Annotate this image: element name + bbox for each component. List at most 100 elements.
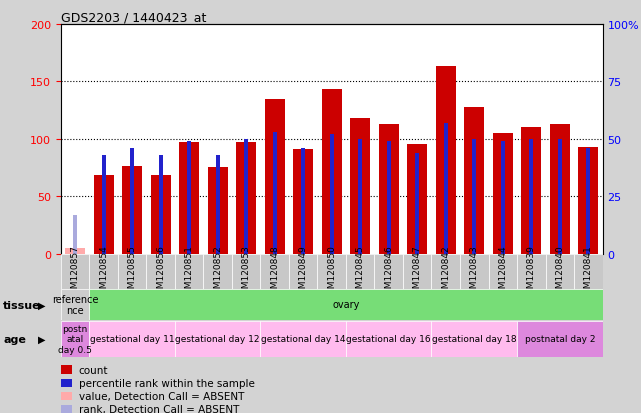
Text: GDS2203 / 1440423_at: GDS2203 / 1440423_at <box>61 11 206 24</box>
Bar <box>578 147 598 254</box>
Bar <box>215 155 220 254</box>
Text: ▶: ▶ <box>38 300 46 310</box>
Text: GSM120857: GSM120857 <box>71 244 79 299</box>
Text: GSM120849: GSM120849 <box>299 244 308 299</box>
Bar <box>301 149 305 254</box>
Bar <box>517 254 545 289</box>
Bar <box>89 254 118 289</box>
Bar <box>431 254 460 289</box>
Text: value, Detection Call = ABSENT: value, Detection Call = ABSENT <box>79 391 244 401</box>
Text: percentile rank within the sample: percentile rank within the sample <box>79 378 254 388</box>
Bar <box>158 155 163 254</box>
Bar <box>61 321 89 357</box>
Text: GSM120843: GSM120843 <box>470 244 479 299</box>
Bar <box>346 321 431 357</box>
Text: GSM120848: GSM120848 <box>271 244 279 299</box>
Text: GSM120851: GSM120851 <box>185 244 194 299</box>
Bar <box>317 254 346 289</box>
Bar <box>175 321 260 357</box>
Bar <box>517 321 603 357</box>
Bar <box>61 254 89 289</box>
Bar <box>403 254 431 289</box>
Bar <box>407 145 427 254</box>
Text: gestational day 11: gestational day 11 <box>90 335 174 344</box>
Text: gestational day 12: gestational day 12 <box>176 335 260 344</box>
Bar <box>329 135 334 254</box>
Text: postnatal day 2: postnatal day 2 <box>524 335 595 344</box>
Bar <box>501 142 505 254</box>
Text: GSM120855: GSM120855 <box>128 244 137 299</box>
Text: GSM120841: GSM120841 <box>584 244 593 299</box>
Bar <box>244 140 248 254</box>
Bar <box>151 176 171 254</box>
Bar <box>545 254 574 289</box>
Bar <box>374 254 403 289</box>
Bar <box>179 143 199 254</box>
Bar <box>118 254 146 289</box>
Text: GSM120850: GSM120850 <box>327 244 337 299</box>
Text: GSM120846: GSM120846 <box>384 244 393 299</box>
Text: GSM120853: GSM120853 <box>242 244 251 299</box>
Bar <box>122 167 142 254</box>
Bar <box>521 128 541 254</box>
Bar <box>550 124 570 254</box>
Bar <box>431 321 517 357</box>
Bar <box>379 124 399 254</box>
Text: GSM120844: GSM120844 <box>498 244 507 299</box>
Text: postn
atal
day 0.5: postn atal day 0.5 <box>58 324 92 354</box>
Text: GSM120842: GSM120842 <box>441 244 450 299</box>
Text: GSM120840: GSM120840 <box>555 244 564 299</box>
Text: GSM120845: GSM120845 <box>356 244 365 299</box>
Bar <box>293 150 313 254</box>
Bar <box>493 134 513 254</box>
Text: count: count <box>79 365 108 375</box>
Bar <box>232 254 260 289</box>
Bar <box>89 321 175 357</box>
Bar <box>415 153 419 254</box>
Text: ▶: ▶ <box>38 334 46 344</box>
Bar <box>187 142 191 254</box>
Bar <box>65 248 85 254</box>
Bar <box>94 176 113 254</box>
Text: GSM120856: GSM120856 <box>156 244 165 299</box>
Bar <box>586 149 590 254</box>
Bar <box>237 143 256 254</box>
Bar <box>175 254 203 289</box>
Text: ovary: ovary <box>332 299 360 310</box>
Bar <box>460 254 488 289</box>
Bar <box>346 254 374 289</box>
Text: gestational day 14: gestational day 14 <box>261 335 345 344</box>
Bar <box>146 254 175 289</box>
Bar <box>208 168 228 254</box>
Bar <box>322 90 342 254</box>
Bar <box>472 140 476 254</box>
Text: reference
nce: reference nce <box>52 294 99 316</box>
Bar <box>387 142 391 254</box>
Bar <box>101 155 106 254</box>
Text: GSM120854: GSM120854 <box>99 244 108 299</box>
Bar <box>436 67 456 254</box>
Bar <box>73 215 78 254</box>
Bar <box>529 140 533 254</box>
Text: age: age <box>3 334 26 344</box>
Bar <box>260 321 346 357</box>
Bar <box>464 107 484 254</box>
Text: gestational day 16: gestational day 16 <box>346 335 431 344</box>
Bar <box>130 149 135 254</box>
Text: GSM120852: GSM120852 <box>213 244 222 299</box>
Text: GSM120847: GSM120847 <box>413 244 422 299</box>
Bar <box>203 254 232 289</box>
Text: GSM120839: GSM120839 <box>527 244 536 299</box>
Bar <box>260 254 289 289</box>
Bar <box>488 254 517 289</box>
Text: rank, Detection Call = ABSENT: rank, Detection Call = ABSENT <box>79 404 239 413</box>
Bar <box>61 289 89 320</box>
Bar <box>289 254 317 289</box>
Bar <box>265 99 285 254</box>
Text: tissue: tissue <box>3 300 41 310</box>
Text: gestational day 18: gestational day 18 <box>432 335 517 344</box>
Bar <box>350 119 370 254</box>
Bar <box>358 140 362 254</box>
Bar <box>574 254 603 289</box>
Bar <box>444 123 448 254</box>
